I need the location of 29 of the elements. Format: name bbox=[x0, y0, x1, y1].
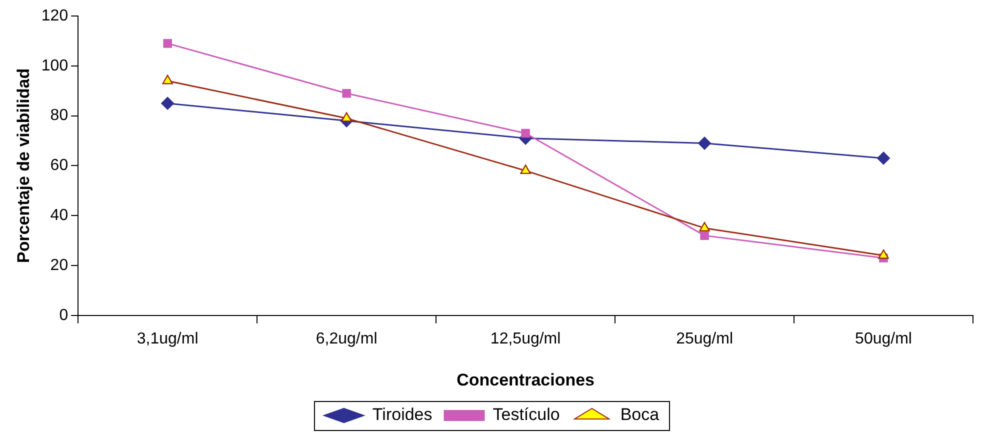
point bbox=[162, 74, 173, 84]
x-tick-label: 25ug/ml bbox=[676, 330, 733, 348]
legend-label: Tiroides bbox=[372, 405, 432, 424]
y-tick-label: 100 bbox=[41, 57, 68, 74]
x-tick-label: 6,2ug/ml bbox=[316, 330, 378, 348]
point bbox=[520, 164, 531, 174]
legend-label: Testículo bbox=[492, 405, 560, 424]
point bbox=[700, 231, 709, 240]
point bbox=[161, 96, 174, 110]
point bbox=[877, 152, 890, 165]
point bbox=[342, 88, 351, 98]
point bbox=[699, 222, 710, 232]
x-axis-title: Concentraciones bbox=[456, 370, 595, 390]
point bbox=[163, 39, 172, 48]
y-axis-title: Porcentaje de viabilidad bbox=[14, 68, 33, 264]
point bbox=[521, 128, 530, 138]
point bbox=[698, 136, 712, 150]
legend-label: Boca bbox=[620, 405, 660, 424]
y-tick-label: 40 bbox=[50, 207, 68, 224]
x-tick-label: 50ug/ml bbox=[855, 330, 912, 348]
y-tick-label: 120 bbox=[41, 7, 68, 24]
y-tick-label: 60 bbox=[50, 157, 68, 174]
point bbox=[878, 249, 889, 259]
point bbox=[341, 112, 352, 122]
y-tick-label: 80 bbox=[50, 107, 68, 124]
y-tick-label: 0 bbox=[59, 306, 68, 324]
y-tick-label: 20 bbox=[50, 256, 68, 274]
x-tick-label: 12,5ug/ml bbox=[490, 330, 561, 348]
x-tick-label: 3,1ug/ml bbox=[136, 330, 198, 348]
